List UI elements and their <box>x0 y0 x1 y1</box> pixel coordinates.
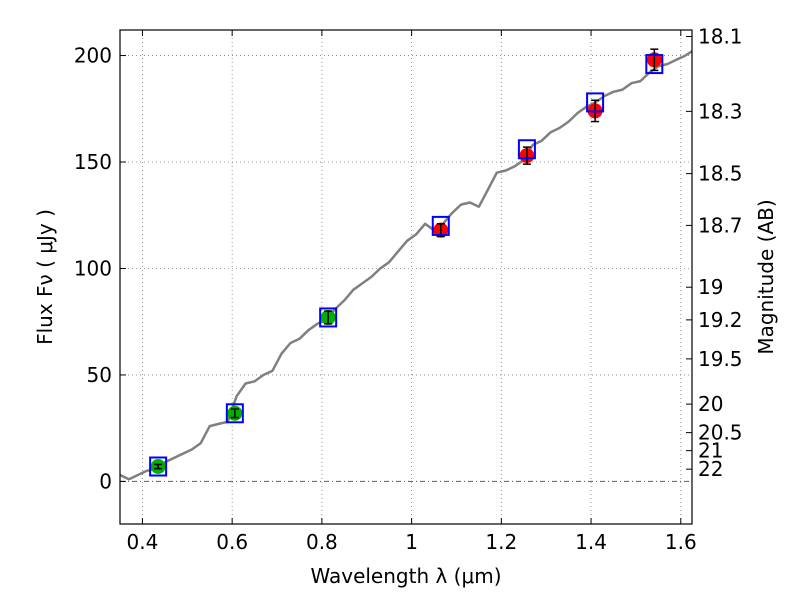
y-tick-label: 50 <box>87 363 112 387</box>
magnitude-tick-label: 21 <box>698 439 723 463</box>
x-tick-label: 0.8 <box>306 530 338 554</box>
magnitude-axis-label: Magnitude (AB) <box>754 199 778 354</box>
grid-layer <box>120 30 692 524</box>
model-photometry-point <box>586 92 605 113</box>
plot-frame <box>119 29 693 525</box>
magnitude-tick-label: 20.5 <box>698 421 743 445</box>
model-photometry-point <box>225 403 244 424</box>
model-photometry-point <box>431 215 450 236</box>
x-tick-label: 1 <box>405 530 418 554</box>
magnitude-tick-label: 20 <box>698 392 723 416</box>
ticks-layer: 0.4 0.6 0.8 1 1.2 1.4 1.6 0 50 100 150 200 18.1 18.3 1… <box>74 25 743 554</box>
x-tick-label: 1.6 <box>665 530 697 554</box>
magnitude-tick-label: 18.1 <box>698 25 743 49</box>
model-photometry-point <box>517 139 536 160</box>
magnitude-tick-label: 19.2 <box>698 308 743 332</box>
model-photometry-point <box>645 54 664 75</box>
y-tick-label: 150 <box>74 150 112 174</box>
spectrum-line <box>119 50 693 481</box>
magnitude-tick-label: 22 <box>698 457 723 481</box>
x-tick-label: 1.2 <box>485 530 517 554</box>
magnitude-tick-label: 18.5 <box>698 162 743 186</box>
marks-layer <box>149 48 664 477</box>
magnitude-tick-label: 19.5 <box>698 347 743 371</box>
model-photometry-point <box>149 456 168 477</box>
y-axis-label: Flux Fν ( μJy ) <box>33 209 57 345</box>
model-photometry-point <box>319 307 338 328</box>
x-tick-label: 0.4 <box>127 530 159 554</box>
y-tick-label: 0 <box>99 469 112 493</box>
magnitude-tick-label: 18.3 <box>698 99 743 123</box>
y-tick-label: 100 <box>74 256 112 280</box>
magnitude-tick-label: 18.7 <box>698 213 743 237</box>
x-tick-label: 0.6 <box>216 530 248 554</box>
x-axis-label: Wavelength λ (μm) <box>310 564 501 588</box>
magnitude-tick-label: 19 <box>698 275 723 299</box>
y-tick-label: 200 <box>74 44 112 68</box>
x-tick-label: 1.4 <box>575 530 607 554</box>
